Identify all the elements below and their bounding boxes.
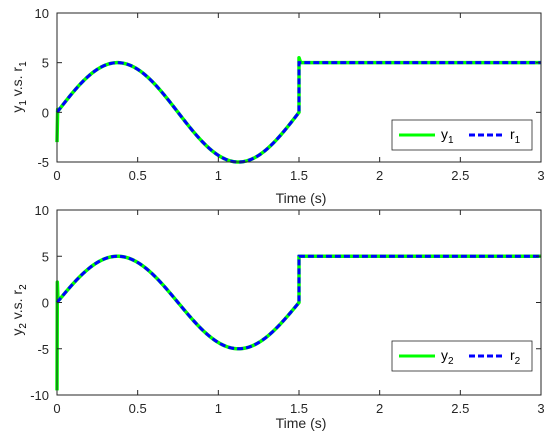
bottom-y-tick-label: -10 xyxy=(30,388,49,403)
bottom-legend: y2 r2 xyxy=(391,340,533,372)
bottom-plot-lines xyxy=(55,254,541,391)
subplot-bottom: 0 0.5 1 1.5 2 2.5 3 -10 -5 0 5 10 Time (s) y2 v.s. … xyxy=(9,203,545,431)
top-x-tick-label: 2.5 xyxy=(451,168,469,183)
top-x-tick-label: 1 xyxy=(215,168,222,183)
top-axis-ticks: 0 0.5 1 1.5 2 2.5 3 -5 0 5 10 xyxy=(35,6,545,183)
top-y-axis-label: y1 v.s. r1 xyxy=(9,61,29,113)
bottom-x-axis-label: Time (s) xyxy=(276,415,327,431)
top-plot-lines xyxy=(55,55,541,164)
bottom-x-tick-label: 2 xyxy=(376,401,383,416)
top-x-tick-label: 3 xyxy=(537,168,544,183)
bottom-y-tick-label: -5 xyxy=(37,342,49,357)
top-y-tick-label: 10 xyxy=(35,6,49,21)
bottom-y-tick-label: 0 xyxy=(42,296,49,311)
top-legend-r-label: r1 xyxy=(510,126,521,146)
top-y-tick-label: -5 xyxy=(37,155,49,170)
bottom-y-tick-label: 5 xyxy=(42,249,49,264)
bottom-x-tick-label: 1.5 xyxy=(290,401,308,416)
top-x-tick-label: 0 xyxy=(53,168,60,183)
bottom-series-r-line xyxy=(55,254,541,351)
bottom-y-axis-label: y2 v.s. r2 xyxy=(9,284,29,336)
top-legend: y1 r1 xyxy=(391,119,533,151)
bottom-x-tick-label: 0 xyxy=(53,401,60,416)
top-y-tick-label: 5 xyxy=(42,56,49,71)
top-x-tick-label: 0.5 xyxy=(129,168,147,183)
bottom-axis-ticks: 0 0.5 1 1.5 2 2.5 3 -10 -5 0 5 10 xyxy=(30,203,544,416)
top-x-axis-label: Time (s) xyxy=(276,190,327,206)
bottom-x-tick-label: 2.5 xyxy=(451,401,469,416)
bottom-x-tick-label: 1 xyxy=(215,401,222,416)
bottom-legend-y-label: y2 xyxy=(441,347,454,367)
bottom-y-tick-label: 10 xyxy=(35,203,49,218)
top-legend-y-label: y1 xyxy=(441,126,454,146)
bottom-x-tick-label: 0.5 xyxy=(129,401,147,416)
bottom-legend-r-label: r2 xyxy=(510,347,521,367)
top-x-tick-label: 1.5 xyxy=(290,168,308,183)
top-series-r-line xyxy=(55,61,541,164)
bottom-x-tick-label: 3 xyxy=(537,401,544,416)
top-y-tick-label: 0 xyxy=(42,105,49,120)
top-x-tick-label: 2 xyxy=(376,168,383,183)
